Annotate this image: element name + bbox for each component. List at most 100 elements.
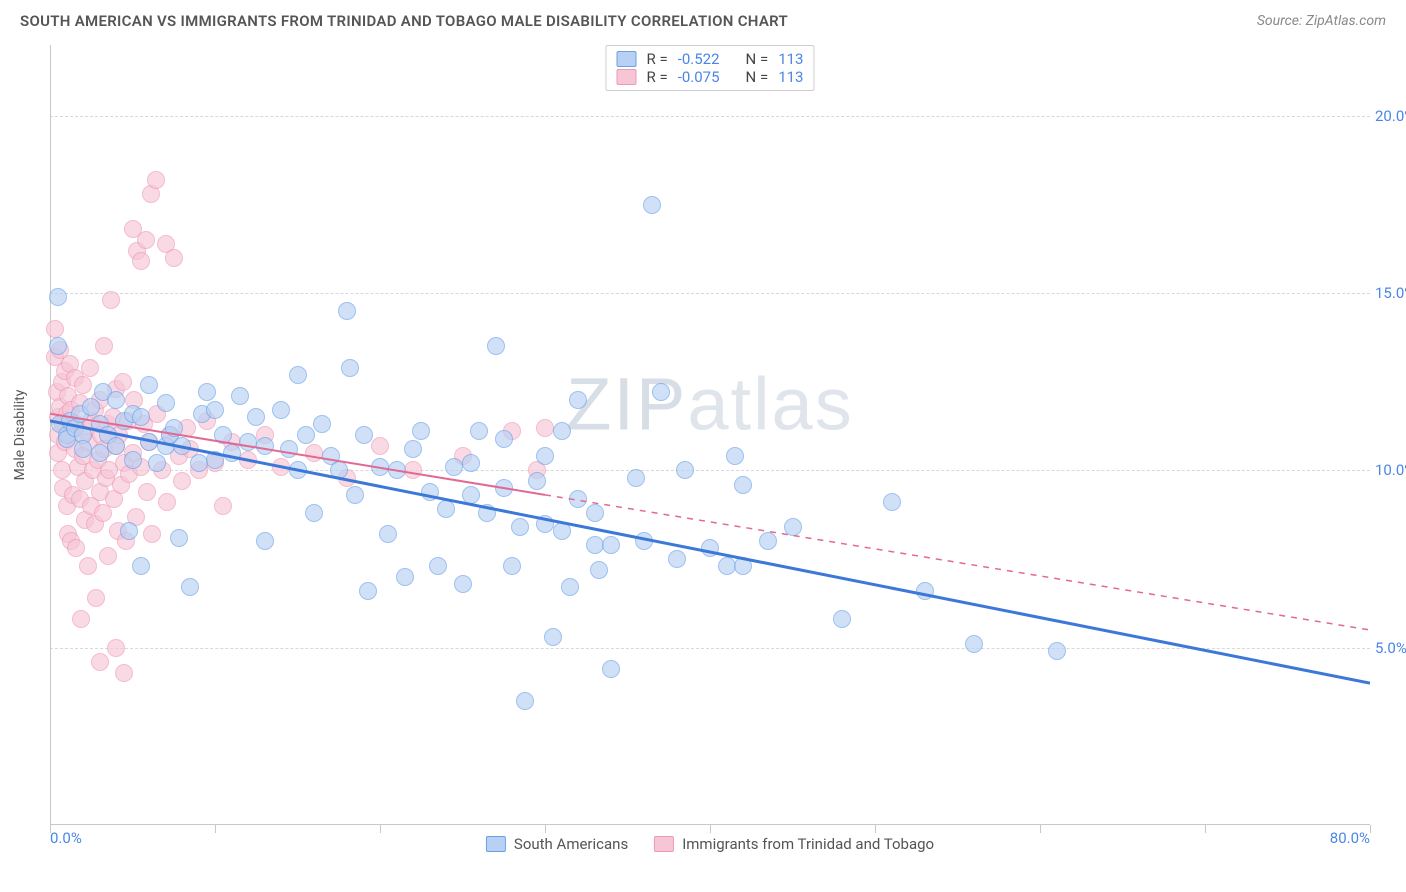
legend-swatch-pink: [617, 69, 637, 85]
data-point: [138, 483, 156, 501]
y-axis-title: Male Disability: [12, 390, 28, 481]
x-axis-line: [50, 824, 1370, 825]
data-point: [341, 359, 359, 377]
data-point: [759, 532, 777, 550]
data-point: [528, 472, 546, 490]
data-point: [256, 532, 274, 550]
data-point: [313, 415, 331, 433]
data-point: [478, 504, 496, 522]
data-point: [148, 454, 166, 472]
data-point: [49, 337, 67, 355]
data-point: [445, 458, 463, 476]
data-point: [91, 653, 109, 671]
data-point: [91, 444, 109, 462]
data-point: [412, 422, 430, 440]
data-point: [206, 401, 224, 419]
data-point: [396, 568, 414, 586]
data-point: [734, 557, 752, 575]
data-point: [330, 461, 348, 479]
x-tick: [1370, 825, 1371, 833]
data-point: [147, 171, 165, 189]
data-point: [297, 426, 315, 444]
x-tick: [215, 825, 216, 833]
data-point: [74, 376, 92, 394]
legend-series: South Americans Immigrants from Trinidad…: [486, 835, 934, 853]
data-point: [371, 437, 389, 455]
data-point: [676, 461, 694, 479]
data-point: [67, 539, 85, 557]
data-point: [99, 547, 117, 565]
x-tick: [380, 825, 381, 833]
data-point: [726, 447, 744, 465]
data-point: [379, 525, 397, 543]
x-tick: [545, 825, 546, 833]
data-point: [359, 582, 377, 600]
y-tick-label: 5.0%: [1375, 639, 1406, 657]
source-label: Source: ZipAtlas.com: [1257, 13, 1386, 29]
data-point: [114, 373, 132, 391]
x-tick: [1205, 825, 1206, 833]
data-point: [53, 461, 71, 479]
y-tick-label: 15.0%: [1375, 284, 1406, 302]
data-point: [289, 366, 307, 384]
data-point: [965, 635, 983, 653]
x-tick: [875, 825, 876, 833]
data-point: [120, 522, 138, 540]
data-point: [157, 394, 175, 412]
data-point: [635, 532, 653, 550]
legend-swatch-pink-icon: [654, 836, 674, 852]
data-point: [701, 539, 719, 557]
data-point: [280, 440, 298, 458]
data-point: [124, 451, 142, 469]
data-point: [140, 433, 158, 451]
data-point: [437, 500, 455, 518]
data-point: [79, 557, 97, 575]
data-point: [602, 660, 620, 678]
data-point: [165, 419, 183, 437]
data-point: [247, 408, 265, 426]
data-point: [132, 252, 150, 270]
data-point: [338, 302, 356, 320]
data-point: [181, 578, 199, 596]
data-point: [833, 610, 851, 628]
data-point: [272, 458, 290, 476]
data-point: [586, 536, 604, 554]
data-point: [81, 359, 99, 377]
data-point: [470, 422, 488, 440]
data-point: [170, 529, 188, 547]
data-point: [190, 454, 208, 472]
data-point: [1048, 642, 1066, 660]
data-point: [272, 401, 290, 419]
gridline: [50, 116, 1370, 117]
data-point: [536, 447, 554, 465]
x-tick-label: 80.0%: [1330, 829, 1370, 847]
data-point: [495, 479, 513, 497]
data-point: [214, 426, 232, 444]
data-point: [602, 536, 620, 554]
data-point: [388, 461, 406, 479]
data-point: [132, 557, 150, 575]
data-point: [95, 337, 113, 355]
data-point: [590, 561, 608, 579]
data-point: [544, 628, 562, 646]
data-point: [173, 437, 191, 455]
data-point: [784, 518, 802, 536]
x-tick: [1040, 825, 1041, 833]
data-point: [305, 444, 323, 462]
data-point: [511, 518, 529, 536]
data-point: [231, 387, 249, 405]
data-point: [569, 490, 587, 508]
data-point: [165, 249, 183, 267]
data-point: [256, 437, 274, 455]
data-point: [143, 525, 161, 543]
chart-title: SOUTH AMERICAN VS IMMIGRANTS FROM TRINID…: [20, 12, 788, 30]
x-tick: [710, 825, 711, 833]
data-point: [87, 589, 105, 607]
x-tick-label: 0.0%: [50, 829, 82, 847]
data-point: [206, 451, 224, 469]
data-point: [107, 639, 125, 657]
data-point: [536, 515, 554, 533]
data-point: [883, 493, 901, 511]
data-point: [74, 440, 92, 458]
data-point: [158, 493, 176, 511]
